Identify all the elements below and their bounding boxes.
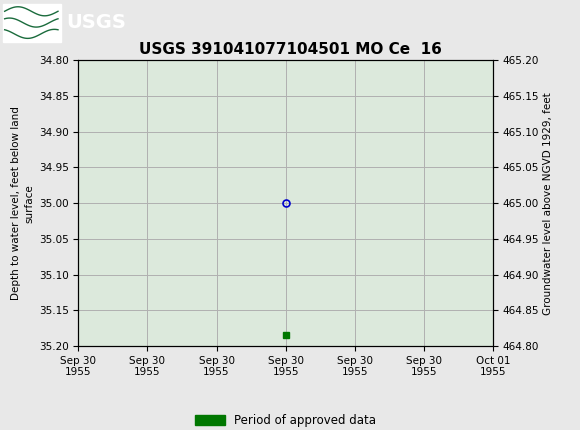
Y-axis label: Depth to water level, feet below land
surface: Depth to water level, feet below land su… bbox=[12, 106, 35, 300]
Legend: Period of approved data: Period of approved data bbox=[190, 409, 381, 430]
Text: USGS 391041077104501 MO Ce  16: USGS 391041077104501 MO Ce 16 bbox=[139, 42, 441, 57]
Y-axis label: Groundwater level above NGVD 1929, feet: Groundwater level above NGVD 1929, feet bbox=[543, 92, 553, 315]
FancyBboxPatch shape bbox=[3, 3, 61, 42]
Text: USGS: USGS bbox=[67, 13, 126, 32]
